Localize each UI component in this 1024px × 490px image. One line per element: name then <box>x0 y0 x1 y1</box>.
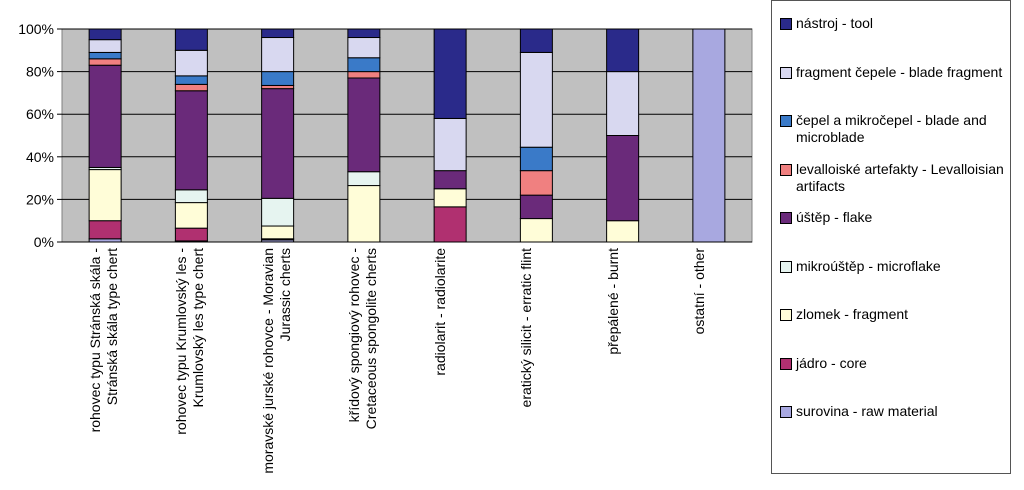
bar-segment <box>261 37 295 73</box>
legend-swatch <box>780 66 792 79</box>
bar-segment <box>88 220 122 240</box>
bar-segment <box>519 146 553 172</box>
bar-segment <box>261 225 295 240</box>
legend-swatch <box>780 212 792 224</box>
bar-segment <box>88 169 122 222</box>
bar-segment <box>88 58 122 66</box>
bar-segment <box>606 135 640 222</box>
bar-segment <box>347 185 381 243</box>
bar-segment <box>261 197 295 227</box>
legend-label: surovina - raw material <box>796 403 938 419</box>
y-tick-label: 100% <box>18 21 54 37</box>
bar-segment <box>347 37 381 59</box>
x-tick-label: ostatní - other <box>690 248 707 335</box>
bar-segment <box>606 28 640 73</box>
legend-label: zlomek - fragment <box>796 306 909 322</box>
bar-segment <box>174 49 208 77</box>
bar-segment <box>88 51 122 60</box>
legend-item: čepel a mikročepel - blade and microblad… <box>780 112 1008 146</box>
legend-item: jádro - core <box>780 355 1008 372</box>
legend-item: nástroj - tool <box>780 15 1008 32</box>
bar-segment <box>606 71 640 136</box>
legend-label: úštěp - flake <box>796 209 873 225</box>
bar-segment <box>347 71 381 79</box>
bar-segment <box>261 28 295 39</box>
x-tick-label: rohovec typu Stránská skála - Stránská s… <box>87 248 121 433</box>
bar-segment <box>261 71 295 86</box>
bar-segment <box>692 28 726 243</box>
legend-label: fragment čepele - blade fragment <box>796 63 1003 80</box>
legend-item: zlomek - fragment <box>780 306 1008 323</box>
bar-segment <box>519 194 553 220</box>
bar-segment <box>174 28 208 51</box>
bar-segment <box>88 28 122 41</box>
bar-segment <box>433 170 467 190</box>
legend-label: jádro - core <box>796 354 867 371</box>
bar-segment <box>433 188 467 208</box>
legend-swatch <box>780 309 792 321</box>
legend-item: mikroúštěp - microflake <box>780 258 1008 275</box>
x-tick-label: přepálené - burnt <box>604 248 621 355</box>
legend-item: úštěp - flake <box>780 209 1008 226</box>
bar-segment <box>347 171 381 187</box>
legend-swatch <box>780 357 792 370</box>
bar-segment <box>347 77 381 173</box>
legend-label: levalloiské artefakty - Levalloisian art… <box>796 160 1004 194</box>
bar-segment <box>174 75 208 85</box>
bar-segment <box>433 117 467 172</box>
plot-area <box>61 28 753 243</box>
bar-segment <box>519 51 553 148</box>
bar-segment <box>174 90 208 191</box>
y-tick-label: 60% <box>26 106 54 122</box>
bar-segment <box>174 189 208 204</box>
x-tick-label: křídový spongiový rohovec - Cretaceous s… <box>345 248 379 430</box>
bar-segment <box>606 220 640 243</box>
chart: 0% 20% 40% 60% 80% 100% <box>18 21 753 250</box>
legend-swatch <box>780 18 792 30</box>
legend-swatch <box>780 115 792 127</box>
legend: surovina - raw material jádro - core zlome… <box>771 0 1011 474</box>
bar-segment <box>519 170 553 196</box>
legend-swatch <box>780 163 792 176</box>
bar-segment <box>347 28 381 39</box>
x-tick-label: radiolarit - radiolarite <box>432 248 449 376</box>
legend-item: fragment čepele - blade fragment <box>780 64 1008 81</box>
bar-segment <box>519 218 553 243</box>
legend-swatch <box>780 260 792 273</box>
bar-segment <box>88 39 122 53</box>
legend-label: nástroj - tool <box>796 15 874 31</box>
bar-segment <box>261 88 295 199</box>
legend-label: čepel a mikročepel - blade and microblad… <box>796 112 987 145</box>
bar-segment <box>519 28 553 53</box>
bar-segment <box>433 28 467 119</box>
bar-segment <box>433 206 467 243</box>
y-tick-label: 20% <box>26 191 54 207</box>
y-tick-label: 40% <box>26 149 54 165</box>
legend-swatch <box>780 406 792 418</box>
legend-label: mikroúštěp - microflake <box>796 257 941 274</box>
x-tick-label: rohovec typu Krumlovský les - Krumlovský… <box>173 248 207 435</box>
bar-segment <box>174 227 208 242</box>
bar-segment <box>174 202 208 229</box>
bar-segment <box>174 83 208 92</box>
bar-segment <box>347 57 381 73</box>
bar-segment <box>88 64 122 168</box>
x-tick-label: moravské jurské rohovce - Moravian Juras… <box>259 248 293 474</box>
legend-item: levalloiské artefakty - Levalloisian art… <box>780 161 1008 195</box>
y-tick-label: 0% <box>34 234 54 250</box>
x-tick-label: eratický silicit - erratic flint <box>518 248 535 408</box>
legend-item: surovina - raw material <box>780 403 1008 420</box>
y-tick-label: 80% <box>26 64 54 80</box>
